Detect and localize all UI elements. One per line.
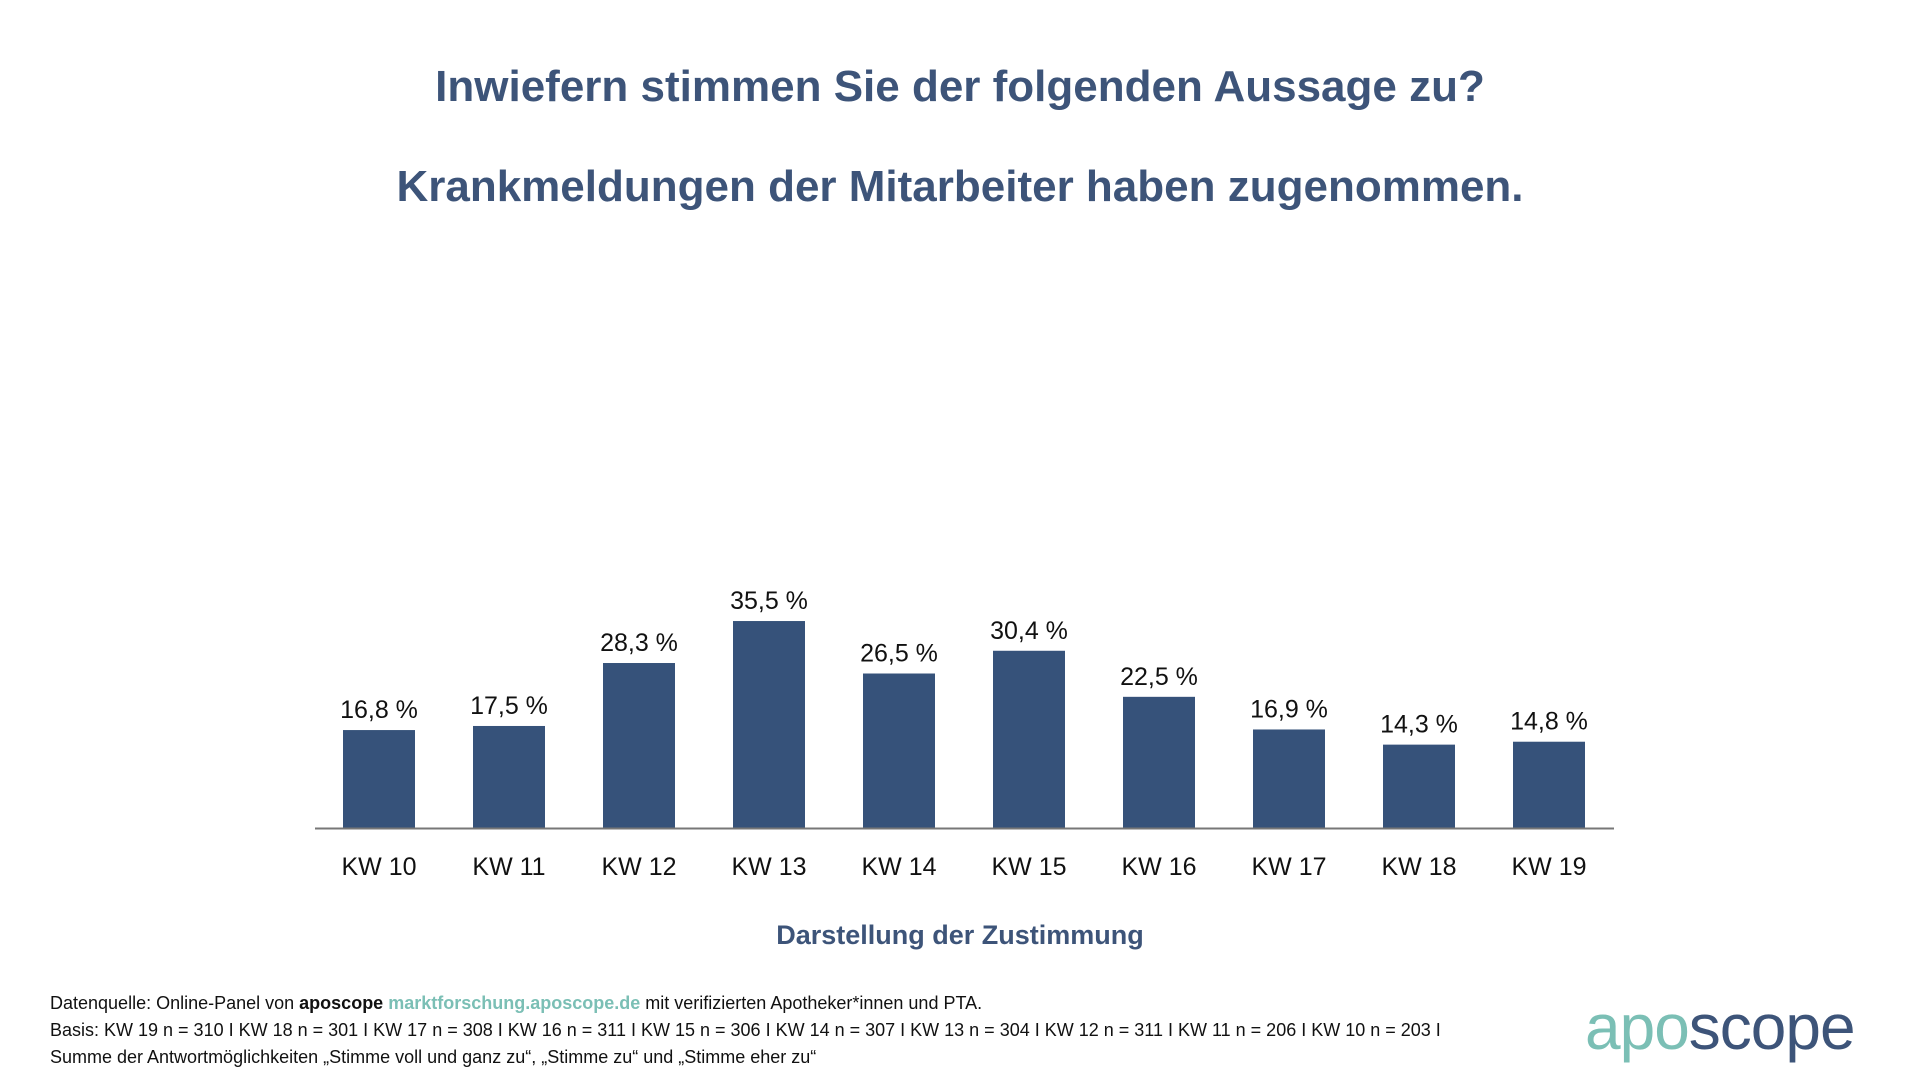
bar xyxy=(863,673,935,828)
source-link[interactable]: marktforschung.aposcope.de xyxy=(388,993,641,1013)
bar xyxy=(1123,696,1195,828)
source-prefix: Datenquelle: Online-Panel von xyxy=(50,993,300,1013)
logo-part2: scope xyxy=(1688,991,1856,1063)
data-label: 26,5 % xyxy=(860,640,938,668)
x-tick-label: KW 12 xyxy=(601,853,676,881)
source-suffix: mit verifizierten Apotheker*innen und PT… xyxy=(640,993,983,1013)
footer-note: Summe der Antwortmöglichkeiten „Stimme v… xyxy=(50,1047,817,1067)
x-axis-label: Darstellung der Zustimmung xyxy=(776,920,1144,950)
data-label: 17,5 % xyxy=(470,692,548,720)
bar xyxy=(1253,729,1325,828)
source-brand: aposcope xyxy=(299,993,384,1013)
x-tick-label: KW 15 xyxy=(991,853,1066,881)
x-tick-label: KW 19 xyxy=(1511,853,1586,881)
data-label: 14,3 % xyxy=(1380,711,1458,739)
data-label: 16,9 % xyxy=(1250,695,1328,723)
x-tick-label: KW 11 xyxy=(472,853,545,881)
bar xyxy=(733,621,805,828)
bar xyxy=(1513,741,1585,828)
x-tick-label: KW 14 xyxy=(861,853,936,881)
x-tick-label: KW 18 xyxy=(1381,853,1456,881)
data-label: 22,5 % xyxy=(1120,663,1198,691)
x-tick-label: KW 10 xyxy=(341,853,416,881)
data-label: 28,3 % xyxy=(600,629,678,657)
chart-title: Inwiefern stimmen Sie der folgenden Auss… xyxy=(435,62,1485,111)
x-tick-label: KW 17 xyxy=(1251,853,1326,881)
footer-basis: Basis: KW 19 n = 310 I KW 18 n = 301 I K… xyxy=(50,1020,1441,1040)
bar xyxy=(343,730,415,828)
x-tick-label: KW 16 xyxy=(1121,853,1196,881)
data-label: 16,8 % xyxy=(340,696,418,724)
x-tick-label: KW 13 xyxy=(731,853,806,881)
bar xyxy=(473,725,545,828)
footer-source: Datenquelle: Online-Panel von aposcope m… xyxy=(50,993,982,1014)
data-label: 35,5 % xyxy=(730,587,808,615)
bar xyxy=(993,650,1065,828)
bar xyxy=(1383,744,1455,828)
bar xyxy=(603,663,675,828)
chart-subtitle: Krankmeldungen der Mitarbeiter haben zug… xyxy=(396,162,1524,211)
logo-part1: apo xyxy=(1585,991,1690,1063)
data-label: 30,4 % xyxy=(990,617,1068,645)
aposcope-logo: aposcope xyxy=(1585,990,1856,1064)
data-label: 14,8 % xyxy=(1510,708,1588,736)
